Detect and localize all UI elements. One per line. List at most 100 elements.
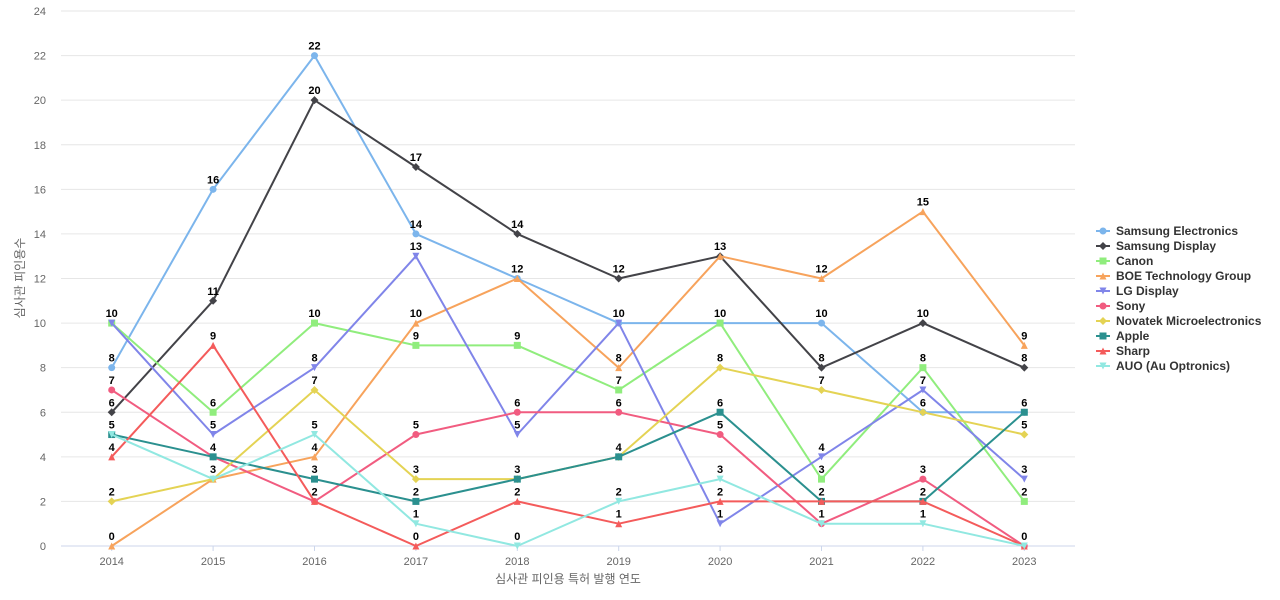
data-label: 10 bbox=[410, 308, 422, 320]
data-point bbox=[107, 408, 116, 417]
y-axis-title: 심사관 피인용수 bbox=[13, 238, 27, 319]
x-tick-label: 2015 bbox=[201, 556, 225, 568]
x-tick-label: 2023 bbox=[1012, 556, 1036, 568]
data-point bbox=[919, 497, 927, 505]
legend-marker bbox=[1099, 242, 1107, 250]
legend-item: BOE Technology Group bbox=[1096, 269, 1251, 283]
data-point bbox=[513, 408, 521, 416]
x-tick-label: 2022 bbox=[911, 556, 935, 568]
data-point bbox=[919, 208, 927, 216]
data-label: 16 bbox=[207, 174, 219, 186]
data-label: 5 bbox=[311, 420, 317, 432]
series-lg-display bbox=[108, 252, 1028, 528]
data-point bbox=[209, 296, 218, 305]
data-label: 4 bbox=[616, 442, 623, 454]
data-label: 2 bbox=[514, 486, 520, 498]
data-label: 2 bbox=[413, 486, 419, 498]
legend-marker bbox=[1099, 272, 1107, 280]
x-tick-label: 2021 bbox=[809, 556, 833, 568]
series-lines bbox=[107, 52, 1029, 550]
data-label: 3 bbox=[717, 464, 723, 476]
legend-item: Canon bbox=[1096, 254, 1153, 268]
data-point bbox=[412, 341, 420, 349]
series-line bbox=[110, 255, 1026, 525]
data-label: 2 bbox=[818, 486, 824, 498]
data-point bbox=[818, 319, 825, 327]
data-label: 11 bbox=[207, 286, 219, 298]
data-point bbox=[818, 475, 825, 483]
data-label: 7 bbox=[109, 375, 115, 387]
data-label: 20 bbox=[308, 85, 320, 97]
data-label: 3 bbox=[818, 464, 824, 476]
y-tick-label: 16 bbox=[34, 184, 46, 196]
data-label: 4 bbox=[311, 442, 318, 454]
legend-label: AUO (Au Optronics) bbox=[1116, 359, 1230, 373]
data-point bbox=[209, 431, 217, 439]
series-line bbox=[110, 366, 1026, 503]
data-label: 13 bbox=[410, 241, 422, 253]
data-point bbox=[615, 408, 623, 416]
legend-marker bbox=[1099, 227, 1107, 235]
y-tick-label: 14 bbox=[34, 229, 46, 241]
data-label: 1 bbox=[717, 509, 723, 521]
data-point bbox=[614, 274, 623, 283]
legend-label: Canon bbox=[1116, 254, 1153, 268]
data-point bbox=[817, 363, 826, 372]
data-point bbox=[818, 275, 825, 282]
data-label: 5 bbox=[109, 420, 115, 432]
data-point bbox=[513, 275, 521, 282]
data-label: 0 bbox=[109, 531, 115, 543]
data-point bbox=[513, 497, 521, 505]
data-label: 1 bbox=[920, 509, 926, 521]
data-point bbox=[1020, 408, 1028, 416]
data-label: 10 bbox=[106, 308, 118, 320]
data-point bbox=[412, 252, 420, 260]
x-tick-label: 2016 bbox=[302, 556, 326, 568]
data-label: 3 bbox=[1021, 464, 1027, 476]
legend-item: Samsung Electronics bbox=[1096, 224, 1238, 238]
legend-label: BOE Technology Group bbox=[1116, 269, 1251, 283]
data-label: 4 bbox=[109, 442, 116, 454]
legend-label: Apple bbox=[1116, 329, 1150, 343]
data-label: 6 bbox=[616, 397, 622, 409]
y-tick-label: 24 bbox=[34, 6, 46, 18]
data-point bbox=[311, 453, 318, 461]
data-label: 10 bbox=[815, 308, 827, 320]
data-label: 6 bbox=[920, 397, 926, 409]
data-label: 13 bbox=[714, 241, 726, 253]
data-point bbox=[716, 363, 725, 372]
data-label: 22 bbox=[308, 41, 320, 53]
data-point bbox=[716, 520, 724, 528]
data-point bbox=[412, 542, 420, 550]
y-tick-label: 0 bbox=[40, 541, 46, 553]
data-label: 6 bbox=[1021, 397, 1027, 409]
legend-label: Samsung Display bbox=[1116, 239, 1216, 253]
data-point bbox=[311, 497, 318, 505]
data-point bbox=[919, 475, 927, 483]
data-point bbox=[209, 408, 217, 416]
data-point bbox=[513, 542, 521, 550]
legend-item: Novatek Microelectronics bbox=[1096, 314, 1262, 328]
data-point bbox=[411, 163, 420, 172]
data-label: 9 bbox=[210, 330, 216, 342]
data-label: 6 bbox=[210, 397, 216, 409]
series-line bbox=[110, 433, 1026, 547]
series-samsung-display bbox=[107, 96, 1029, 417]
data-point bbox=[615, 364, 623, 372]
data-label: 5 bbox=[210, 420, 216, 432]
legend-item: Sharp bbox=[1096, 344, 1150, 358]
data-point bbox=[919, 386, 927, 394]
data-label: 8 bbox=[311, 353, 317, 365]
legend-marker bbox=[1099, 362, 1107, 370]
x-tick-label: 2018 bbox=[505, 556, 529, 568]
data-point bbox=[311, 364, 318, 372]
data-label: 12 bbox=[613, 264, 625, 276]
data-label: 0 bbox=[514, 531, 520, 543]
data-label: 4 bbox=[818, 442, 825, 454]
data-point bbox=[513, 229, 522, 238]
data-label: 1 bbox=[413, 509, 419, 521]
data-point bbox=[412, 520, 420, 528]
data-label: 8 bbox=[1021, 353, 1027, 365]
data-label: 14 bbox=[511, 219, 524, 231]
x-tick-label: 2017 bbox=[404, 556, 428, 568]
